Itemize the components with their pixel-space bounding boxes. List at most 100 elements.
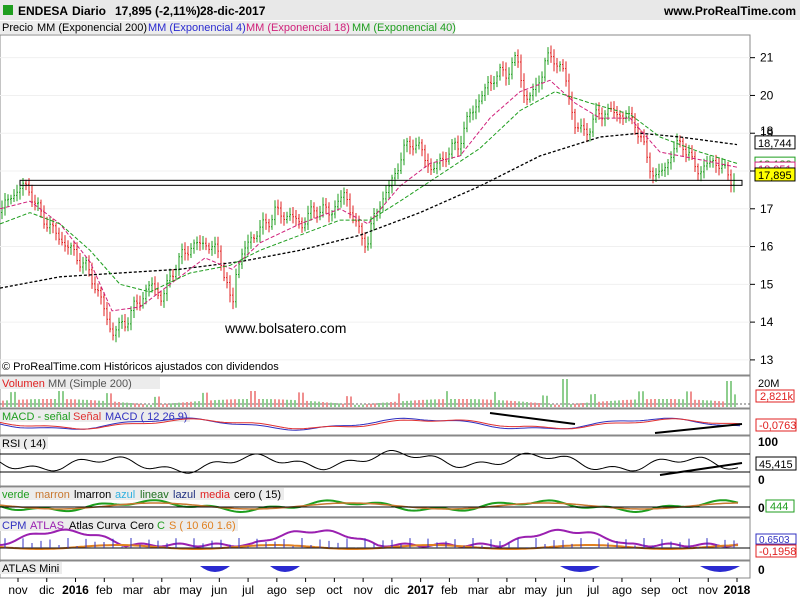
x-tick-label: feb (96, 583, 113, 597)
x-tick-label: 2017 (407, 583, 434, 597)
symbol-title: ENDESA (18, 4, 68, 18)
y-tick-label: 21 (760, 51, 774, 65)
legend-bar (0, 21, 455, 34)
osc-brown-line (0, 502, 738, 510)
rsi-legend-bg (0, 437, 48, 449)
osc-legend-lineav: lineav (140, 489, 169, 501)
x-tick-label: feb (441, 583, 458, 597)
oscillator-legend-bg (0, 488, 284, 500)
atlas-dip (700, 566, 740, 572)
x-tick-label: jul (241, 583, 254, 597)
x-tick-label: ago (267, 583, 287, 597)
volume-scale: 20M (758, 378, 779, 390)
atlas-legend-bg (0, 562, 62, 574)
cpm-value-tag (755, 544, 797, 558)
macd-panel (0, 408, 751, 436)
site-label: www.ProRealTime.com (663, 4, 796, 18)
legend-ema18: MM (Exponencial 18) (246, 22, 350, 34)
macd-trendline-1 (489, 412, 576, 425)
x-tick-label: may (524, 583, 547, 597)
osc-legend-lmarron: lmarron (74, 489, 111, 501)
rsi-trendline (659, 462, 743, 476)
y-tick-label: 16 (760, 240, 774, 254)
rsi-value: 45,415 (759, 459, 793, 471)
macd-value-tag (755, 418, 797, 432)
period-label: Diario (72, 4, 106, 18)
volume-value-tag (755, 389, 795, 403)
cpm-value: -0,1958 (759, 546, 796, 558)
x-tick-label: ago (612, 583, 632, 597)
x-tick-label: oct (671, 583, 688, 597)
y-tick-label: 17 (760, 202, 774, 216)
cpm-legend-atlas: ATLAS (30, 520, 64, 532)
y-tick-label: 13 (760, 353, 774, 367)
x-tick-label: sep (296, 583, 316, 597)
x-tick-label: sep (641, 583, 661, 597)
chart-logo-icon (3, 5, 13, 15)
x-tick-label: abr (153, 583, 170, 597)
x-tick-label: mar (468, 583, 489, 597)
cpm-legend-bg (0, 519, 238, 531)
legend-price: Precio (2, 22, 33, 34)
rsi-tick-100: 100 (758, 435, 778, 449)
legend-ema40: MM (Exponencial 40) (352, 22, 456, 34)
ma-line-0 (0, 132, 738, 289)
footer-note: © ProRealTime.com Históricos ajustados c… (2, 361, 279, 373)
header-bar (0, 0, 800, 20)
atlas-tick-0: 0 (758, 563, 765, 577)
volume-legend-2: MM (Simple 200) (48, 378, 132, 390)
rsi-line (0, 450, 739, 474)
cpm-value2: 0,6503 (759, 535, 790, 546)
cpm-atlas-line (0, 528, 739, 548)
date-label: 28-dic-2017 (200, 4, 266, 18)
macd-line (0, 417, 741, 431)
osc-tick-0: 0 (758, 501, 765, 515)
macd-value: -0,0763 (759, 420, 796, 432)
y-tick-label: 15 (760, 277, 774, 291)
osc-value: 444 (770, 501, 788, 513)
legend-ema4: MM (Exponencial 4) (148, 22, 246, 34)
cpm-panel (0, 517, 751, 561)
x-tick-label: 2016 (62, 583, 89, 597)
atlas-legend: ATLAS Mini (2, 563, 59, 575)
price-tag-label: 17,895 (758, 170, 792, 182)
volume-value: 2,821k (760, 391, 794, 403)
cpm-value2-tag (755, 533, 797, 545)
volume-legend-bg (0, 377, 160, 389)
main-plot-frame (0, 34, 751, 376)
x-tick-label: may (179, 583, 202, 597)
price-tag-box (754, 167, 796, 182)
volume-legend-1: Volumen (2, 378, 45, 390)
osc-value-tag (765, 499, 795, 513)
y-tick-label: 20 (760, 88, 774, 102)
cpm-legend-cpm: CPM (2, 520, 26, 532)
x-tick-label: jun (555, 583, 572, 597)
x-tick-label: jul (586, 583, 599, 597)
x-tick-label: 2018 (724, 583, 751, 597)
atlas-panel (0, 560, 751, 579)
rsi-tick-0: 0 (758, 473, 765, 487)
atlas-dip (270, 566, 300, 572)
price-tag-box (754, 135, 796, 150)
cpm-legend-c: C (157, 520, 165, 532)
x-tick-label: dic (384, 583, 399, 597)
cpm-s-line (0, 544, 739, 550)
osc-legend-marron: marron (35, 489, 70, 501)
y-tick-label: 14 (760, 315, 774, 329)
osc-legend-azul: azul (115, 489, 135, 501)
osc-legend-verde: verde (2, 489, 30, 501)
volume-panel (0, 375, 751, 409)
support-channel (19, 179, 743, 186)
cpm-legend-cero: Cero (130, 520, 154, 532)
ma-line-2 (0, 91, 738, 293)
x-tick-label: jun (210, 583, 227, 597)
cpm-legend-curva: Atlas Curva (69, 520, 127, 532)
x-tick-label: oct (326, 583, 343, 597)
atlas-dip (560, 566, 600, 572)
x-tick-label: nov (699, 583, 718, 597)
y-tick-label-partial: 18 (760, 124, 774, 138)
x-tick-label: nov (353, 583, 372, 597)
cpm-legend-s: S ( 10 60 1.6) (169, 520, 236, 532)
